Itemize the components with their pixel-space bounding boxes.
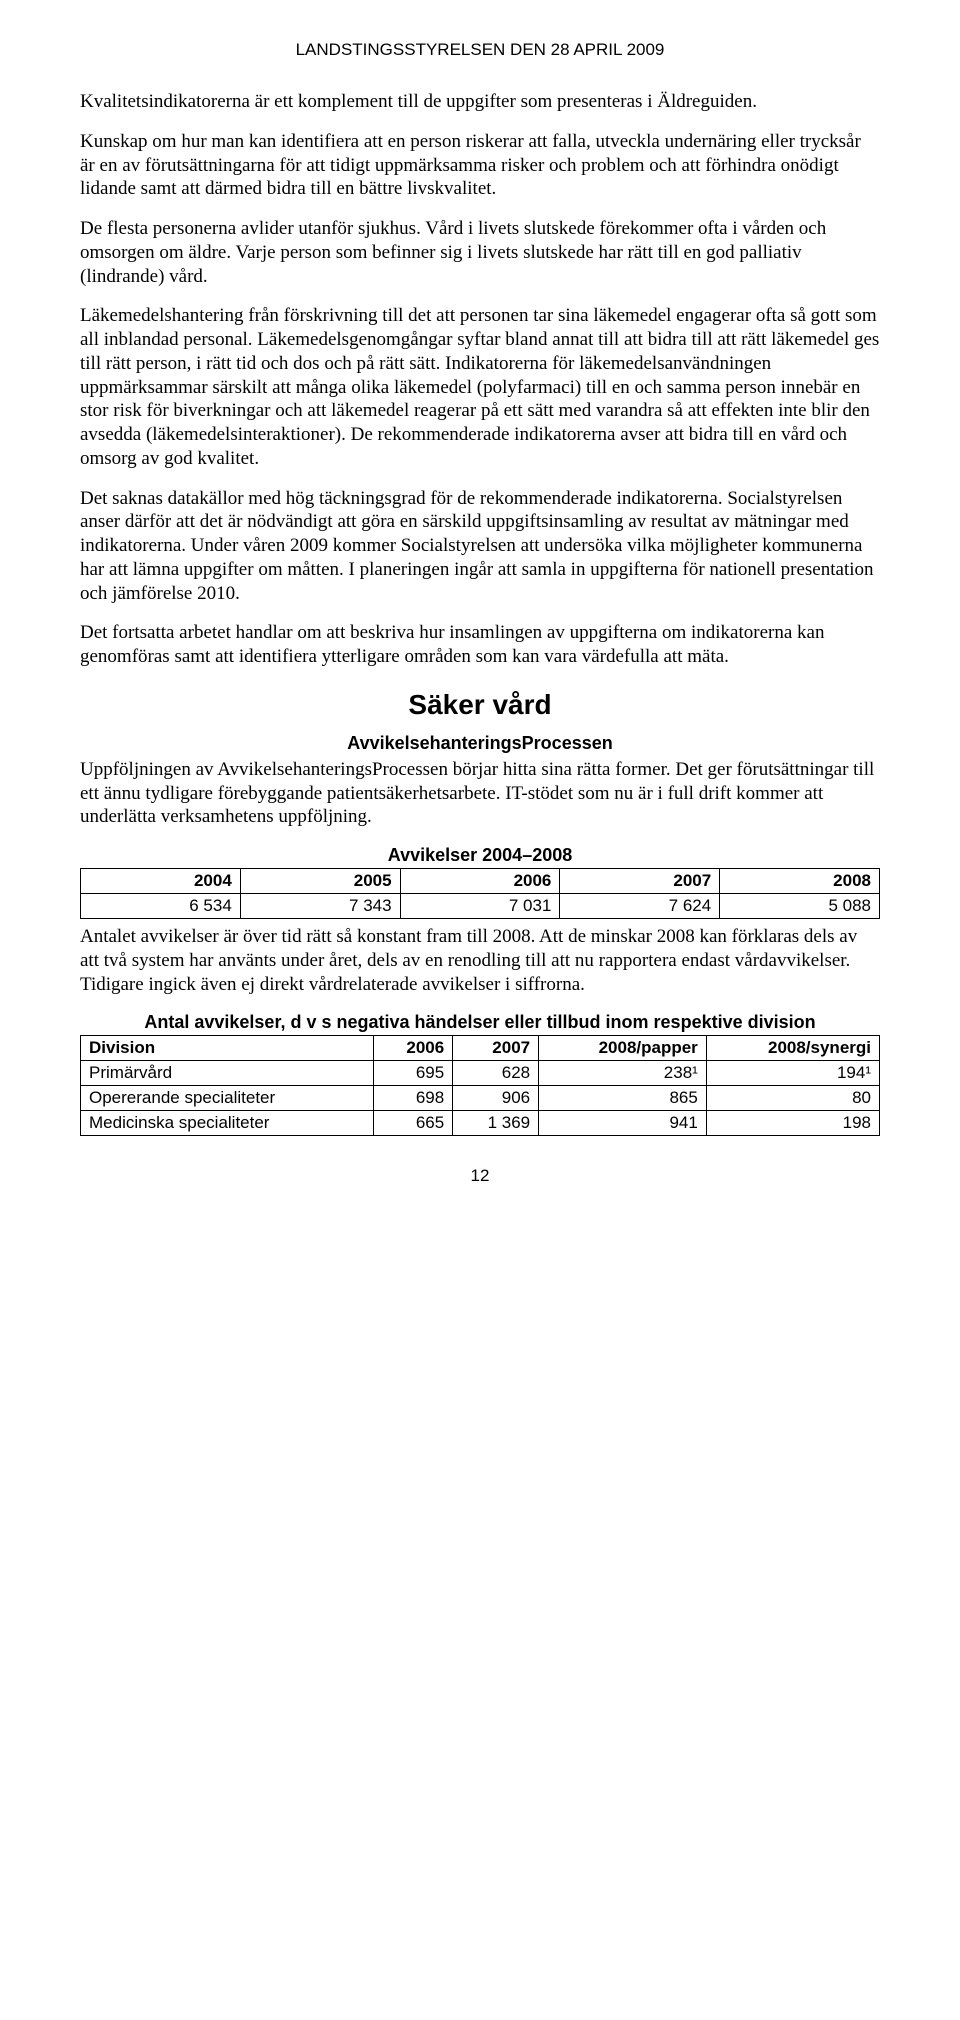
table-cell: 198 [706,1111,879,1136]
table-header-cell: 2004 [81,869,241,894]
table-cell: 5 088 [720,894,880,919]
table-row: Opererande specialiteter 698 906 865 80 [81,1086,880,1111]
table-header-cell: 2005 [240,869,400,894]
table-row: Primärvård 695 628 238¹ 194¹ [81,1061,880,1086]
paragraph: De flesta personerna avlider utanför sju… [80,217,880,288]
table2-title: Antal avvikelser, d v s negativa händels… [80,1012,880,1033]
paragraph: Det saknas datakällor med hög täckningsg… [80,487,880,606]
table-cell: 6 534 [81,894,241,919]
table-cell: Opererande specialiteter [81,1086,374,1111]
paragraph: Kunskap om hur man kan identifiera att e… [80,130,880,201]
table-avvikelser-2004-2008: 2004 2005 2006 2007 2008 6 534 7 343 7 0… [80,868,880,919]
table-header-row: 2004 2005 2006 2007 2008 [81,869,880,894]
table-cell: 7 343 [240,894,400,919]
table-cell: 628 [453,1061,539,1086]
table-cell: 238¹ [539,1061,707,1086]
table-header-cell: 2006 [400,869,560,894]
table-header-cell: 2007 [453,1036,539,1061]
table-header-cell: Division [81,1036,374,1061]
table-cell: 1 369 [453,1111,539,1136]
paragraph: Kvalitetsindikatorerna är ett komplement… [80,90,880,114]
table-cell: Primärvård [81,1061,374,1086]
table-cell: Medicinska specialiteter [81,1111,374,1136]
table-avvikelser-division: Division 2006 2007 2008/papper 2008/syne… [80,1035,880,1136]
paragraph: Antalet avvikelser är över tid rätt så k… [80,925,880,996]
paragraph: Det fortsatta arbetet handlar om att bes… [80,621,880,669]
table-cell: 698 [374,1086,453,1111]
subsection-title-avvikelse: AvvikelsehanteringsProcessen [80,733,880,754]
table-header-cell: 2008 [720,869,880,894]
table-row: 6 534 7 343 7 031 7 624 5 088 [81,894,880,919]
table-cell: 7 624 [560,894,720,919]
table-row: Medicinska specialiteter 665 1 369 941 1… [81,1111,880,1136]
paragraph: Uppföljningen av AvvikelsehanteringsProc… [80,758,880,829]
table-header-cell: 2007 [560,869,720,894]
table-cell: 695 [374,1061,453,1086]
table-header-row: Division 2006 2007 2008/papper 2008/syne… [81,1036,880,1061]
table-header-cell: 2008/papper [539,1036,707,1061]
table-cell: 941 [539,1111,707,1136]
table-header-cell: 2008/synergi [706,1036,879,1061]
table-cell: 80 [706,1086,879,1111]
table-cell: 906 [453,1086,539,1111]
section-title-saker-vard: Säker vård [80,689,880,721]
page-number: 12 [80,1166,880,1186]
table-cell: 665 [374,1111,453,1136]
table-header-cell: 2006 [374,1036,453,1061]
table-cell: 194¹ [706,1061,879,1086]
table-cell: 865 [539,1086,707,1111]
table1-title: Avvikelser 2004–2008 [80,845,880,866]
table-cell: 7 031 [400,894,560,919]
paragraph: Läkemedelshantering från förskrivning ti… [80,304,880,470]
page-header: LANDSTINGSSTYRELSEN DEN 28 APRIL 2009 [80,40,880,60]
